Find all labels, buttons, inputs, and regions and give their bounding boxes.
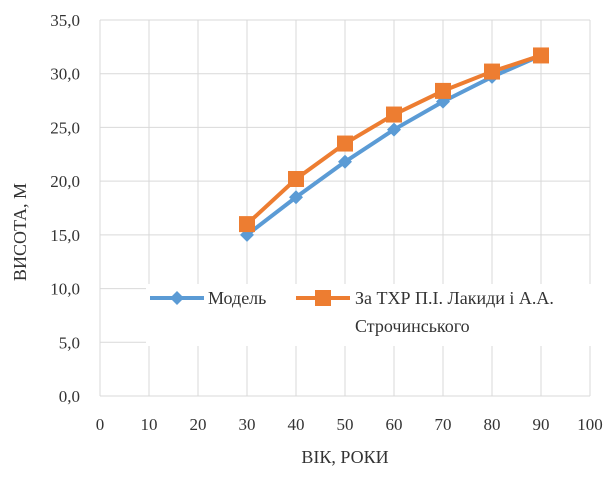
y-tick-label: 0,0	[59, 387, 80, 406]
x-tick-label: 90	[533, 415, 550, 434]
y-tick-label: 35,0	[50, 11, 80, 30]
y-tick-label: 10,0	[50, 280, 80, 299]
y-tick-label: 30,0	[50, 65, 80, 84]
series-point-square	[288, 170, 304, 187]
x-tick-label: 30	[239, 415, 256, 434]
y-axis-title: ВИСОТА, М	[10, 183, 30, 281]
legend-label-reference-line1: За ТХР П.І. Лакиди і А.А.	[355, 288, 554, 308]
y-tick-label: 25,0	[50, 118, 80, 137]
series-point-square	[337, 135, 353, 152]
series-lines	[239, 47, 549, 242]
x-axis-title: ВІК, РОКИ	[301, 447, 388, 467]
legend-marker-model	[170, 291, 184, 305]
legend-label-model: Модель	[208, 288, 266, 308]
x-tick-label: 40	[288, 415, 305, 434]
x-tick-label: 10	[141, 415, 158, 434]
legend-label-reference-line2: Строчинського	[355, 316, 470, 336]
x-tick-label: 50	[337, 415, 354, 434]
legend-marker-reference	[315, 290, 331, 306]
legend-background	[146, 284, 608, 346]
series-point-square	[386, 106, 402, 123]
series-point-diamond	[289, 190, 303, 205]
x-tick-label: 100	[577, 415, 603, 434]
series-point-diamond	[338, 154, 352, 169]
legend: Модель За ТХР П.І. Лакиди і А.А. Строчинсь…	[146, 284, 608, 346]
series-point-square	[484, 63, 500, 80]
x-tick-label: 0	[96, 415, 105, 434]
x-tick-label: 70	[435, 415, 452, 434]
series-point-square	[533, 47, 549, 64]
tick-labels: 0 10 20 30 40 50 60 70 80 90 100 0,0 5,0 10,0 15,0 20,0…	[50, 11, 603, 434]
x-tick-label: 80	[484, 415, 501, 434]
series-point-square	[435, 82, 451, 99]
y-tick-label: 5,0	[59, 333, 80, 352]
y-tick-label: 15,0	[50, 226, 80, 245]
x-tick-label: 20	[190, 415, 207, 434]
series-point-square	[239, 216, 255, 233]
y-tick-label: 20,0	[50, 172, 80, 191]
series-point-diamond	[387, 122, 401, 137]
x-tick-label: 60	[386, 415, 403, 434]
